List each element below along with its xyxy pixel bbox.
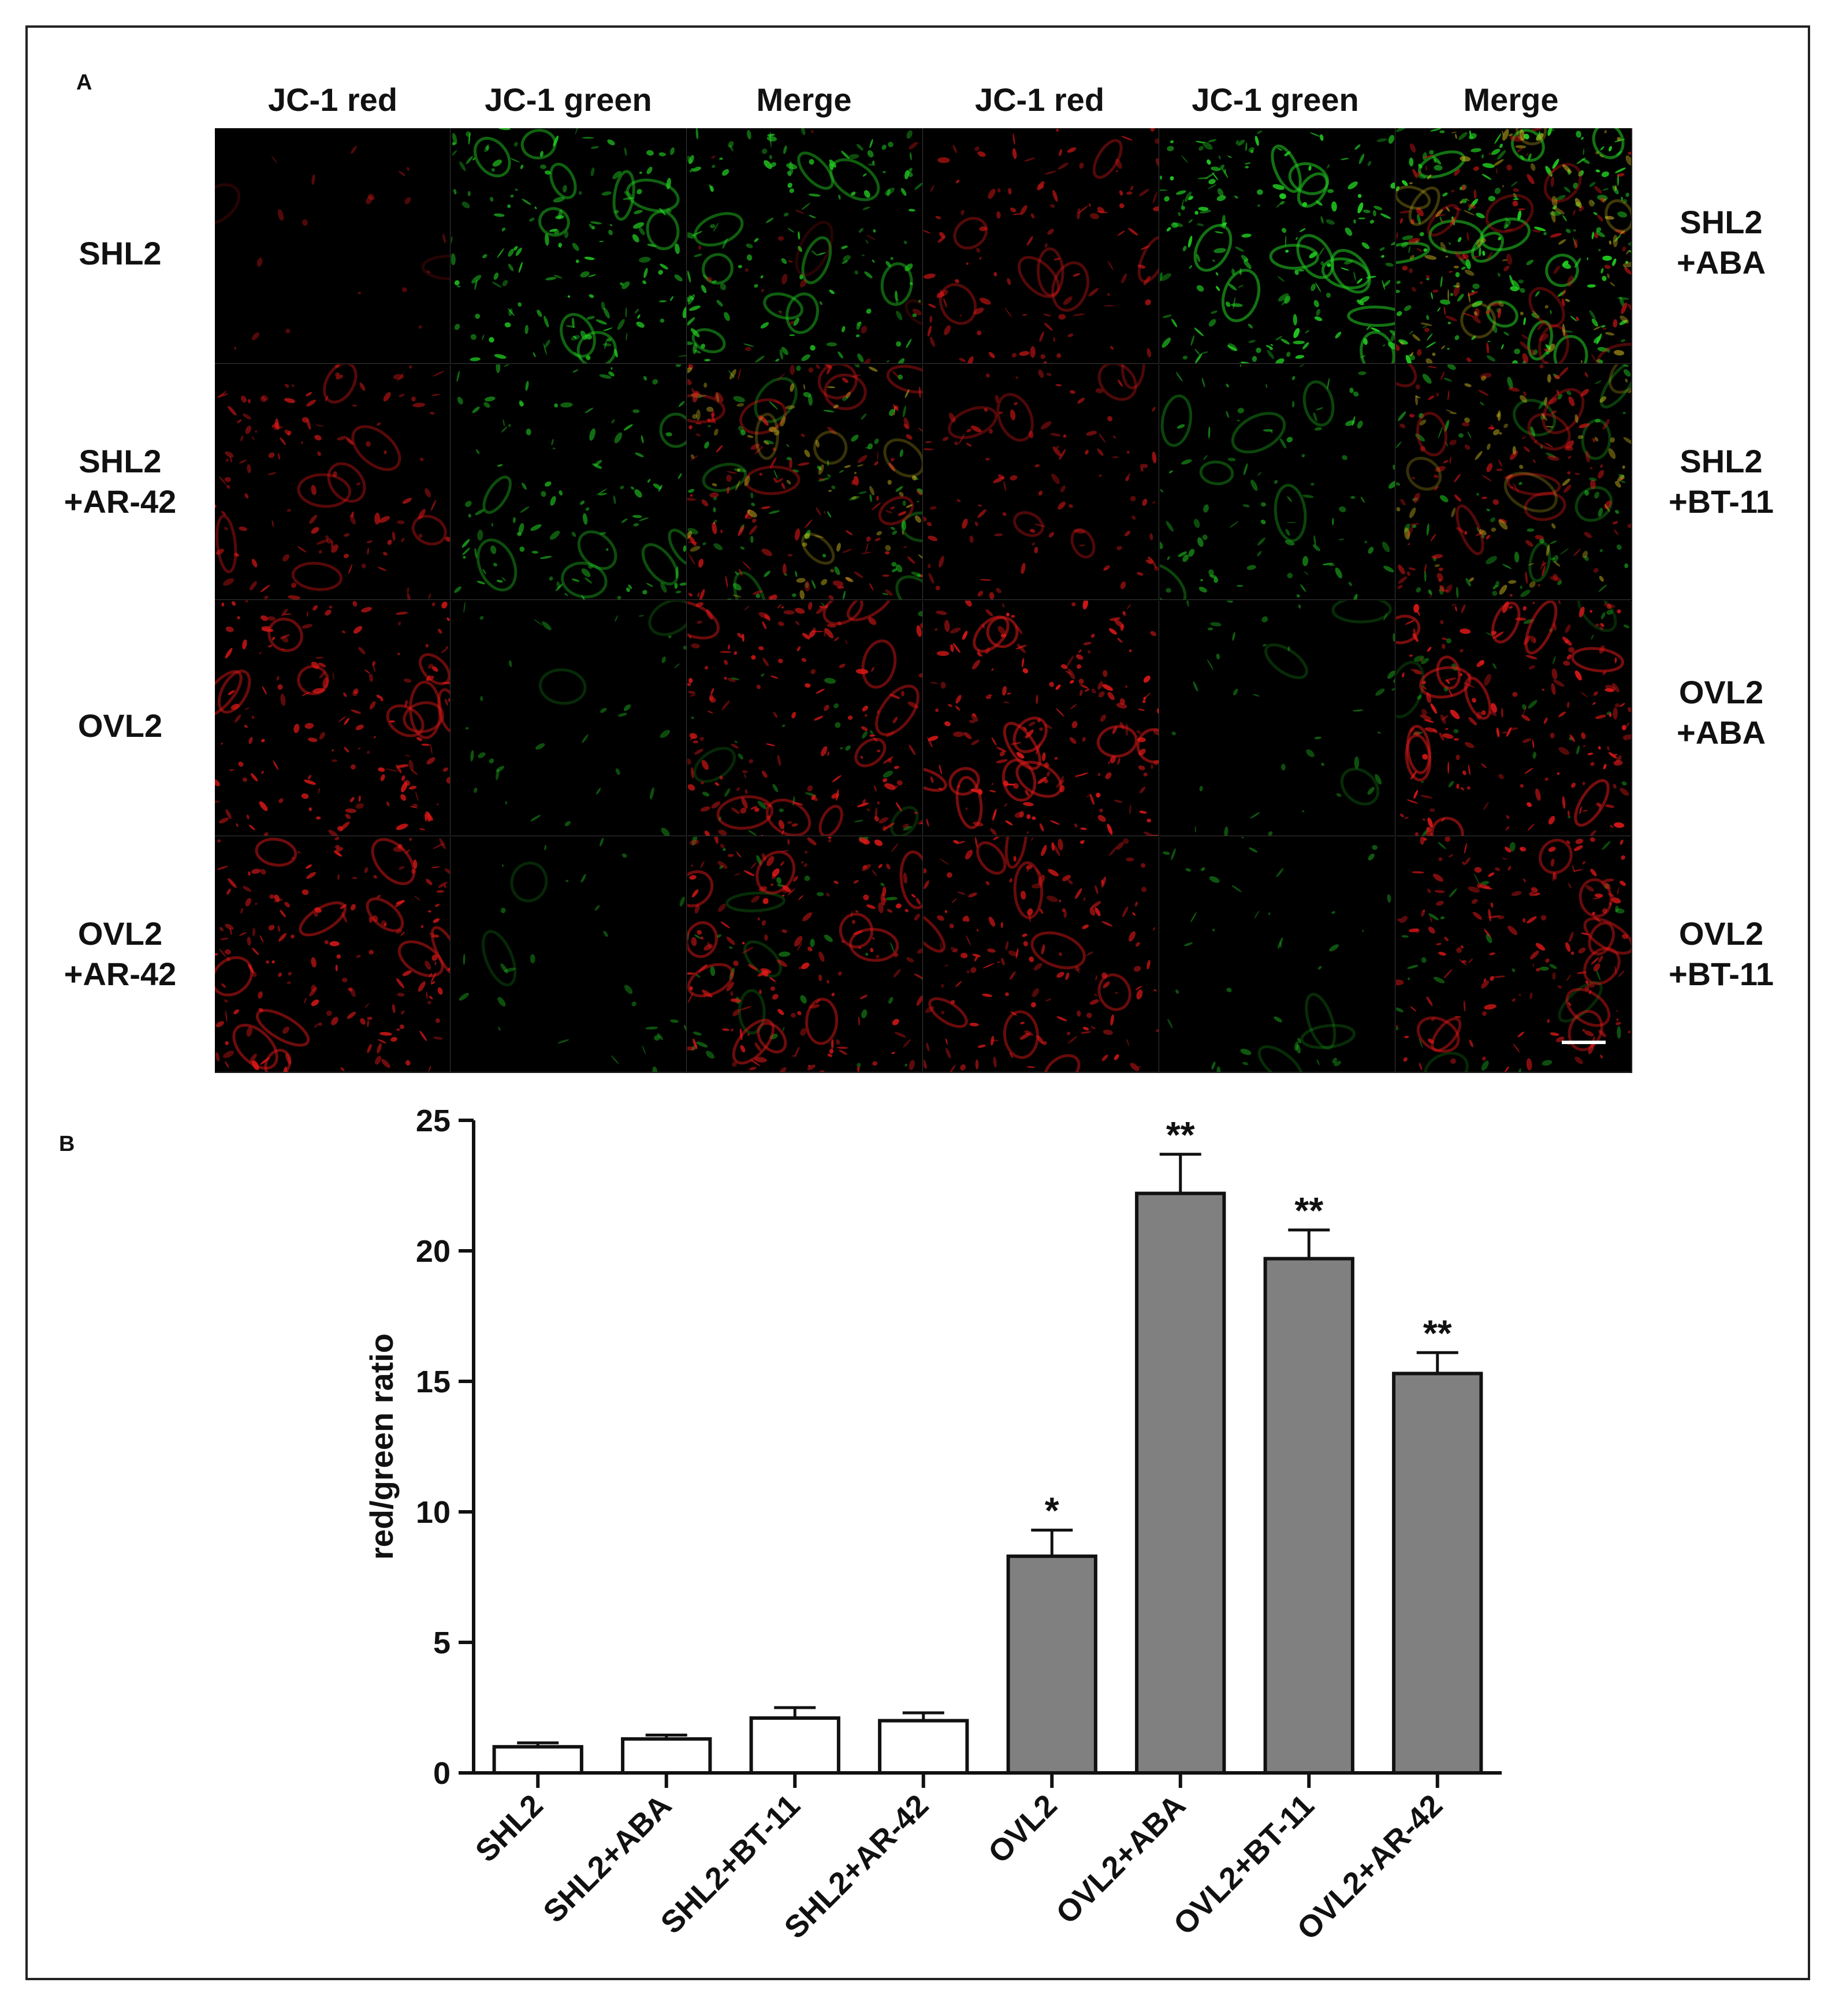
- row-label-right-4-line2: +BT-11: [1668, 956, 1774, 992]
- y-tick-label: 25: [416, 1104, 451, 1138]
- col-header-1: JC-1 red: [267, 81, 398, 118]
- micrograph-cell: [1396, 128, 1632, 364]
- micrograph-cell: [687, 364, 923, 600]
- micrograph-cell: [924, 128, 1159, 364]
- row-label-left-3-line1: OVL2: [77, 707, 163, 744]
- bar: [1392, 1372, 1483, 1775]
- panel-a-label: A: [76, 70, 92, 95]
- micrograph-cell: [451, 837, 687, 1072]
- bar: [878, 1719, 969, 1775]
- micrograph-cell: [215, 128, 451, 364]
- bar: [492, 1745, 583, 1775]
- row-label-left-4-line1: OVL2: [77, 915, 163, 952]
- micrograph-cell: [687, 837, 923, 1072]
- row-label-left-4-line2: +AR-42: [64, 956, 177, 992]
- row-label-left-4: OVL2 +AR-42: [33, 914, 207, 994]
- panel-b-label: B: [59, 1132, 75, 1156]
- significance-label: *: [1045, 1490, 1059, 1531]
- row-label-left-2-line1: SHL2: [79, 443, 162, 479]
- micrograph-cell: [1160, 128, 1395, 364]
- row-label-right-3: OVL2 +ABA: [1635, 672, 1808, 753]
- y-tick-label: 10: [416, 1495, 451, 1530]
- micrograph-cell: [1396, 837, 1632, 1072]
- micrograph-cell: [1160, 601, 1395, 836]
- y-axis-label: red/green ratio: [363, 1333, 400, 1560]
- y-tick-label: 0: [433, 1756, 451, 1791]
- micrograph-cell: [215, 601, 451, 836]
- x-tick-label: OVL2+ABA: [1049, 1788, 1192, 1931]
- micrograph-cell: [1396, 364, 1632, 600]
- micrograph-cell: [1160, 837, 1395, 1072]
- row-label-left-1-line1: SHL2: [79, 235, 162, 271]
- row-label-right-4: OVL2 +BT-11: [1635, 914, 1808, 994]
- significance-label: **: [1294, 1190, 1323, 1231]
- row-label-right-2-line1: SHL2: [1680, 443, 1763, 479]
- bar: [1006, 1554, 1097, 1775]
- micrograph-cell: [1396, 601, 1632, 836]
- row-label-right-2-line2: +BT-11: [1668, 483, 1774, 520]
- x-tick-label: SHL2: [469, 1788, 550, 1869]
- row-label-left-2-line2: +AR-42: [64, 483, 177, 520]
- micrograph-cell: [1160, 364, 1395, 600]
- col-header-2: JC-1 green: [485, 81, 652, 118]
- micrograph-cell: [215, 364, 451, 600]
- bar: [749, 1716, 840, 1775]
- row-label-right-3-line1: OVL2: [1678, 674, 1764, 710]
- significance-label: **: [1423, 1312, 1452, 1354]
- row-label-right-3-line2: +ABA: [1676, 714, 1766, 751]
- scale-bar: [1562, 1041, 1606, 1044]
- x-tick-label: SHL2+ABA: [537, 1788, 678, 1929]
- micrograph-grid: [215, 128, 1632, 1073]
- micrograph-cell: [687, 128, 923, 364]
- row-label-left-2: SHL2 +AR-42: [33, 441, 207, 522]
- y-tick-label: 20: [416, 1234, 451, 1269]
- col-header-6: Merge: [1463, 81, 1559, 118]
- bar: [1263, 1257, 1354, 1775]
- bar: [621, 1737, 712, 1775]
- row-label-left-3: OVL2: [33, 706, 207, 746]
- row-label-right-2: SHL2 +BT-11: [1635, 441, 1808, 522]
- figure-frame: [25, 25, 1810, 1980]
- bar: [1135, 1191, 1226, 1775]
- row-label-right-4-line1: OVL2: [1678, 915, 1764, 952]
- micrograph-cell: [924, 601, 1159, 836]
- micrograph-cell: [451, 128, 687, 364]
- micrograph-cell: [451, 601, 687, 836]
- row-label-right-1: SHL2 +ABA: [1635, 202, 1808, 283]
- row-label-right-1-line2: +ABA: [1676, 244, 1766, 281]
- y-tick-label: 5: [433, 1626, 451, 1660]
- significance-label: **: [1166, 1114, 1195, 1156]
- y-tick-label: 15: [416, 1365, 451, 1399]
- col-header-3: Merge: [756, 81, 852, 118]
- row-label-right-1-line1: SHL2: [1680, 204, 1763, 240]
- x-tick-label: OVL2: [982, 1788, 1064, 1870]
- col-header-4: JC-1 red: [974, 81, 1105, 118]
- row-label-left-1: SHL2: [33, 233, 207, 274]
- micrograph-cell: [215, 837, 451, 1072]
- micrograph-cell: [924, 837, 1159, 1072]
- micrograph-cell: [924, 364, 1159, 600]
- micrograph-cell: [451, 364, 687, 600]
- micrograph-cell: [687, 601, 923, 836]
- col-header-5: JC-1 green: [1192, 81, 1359, 118]
